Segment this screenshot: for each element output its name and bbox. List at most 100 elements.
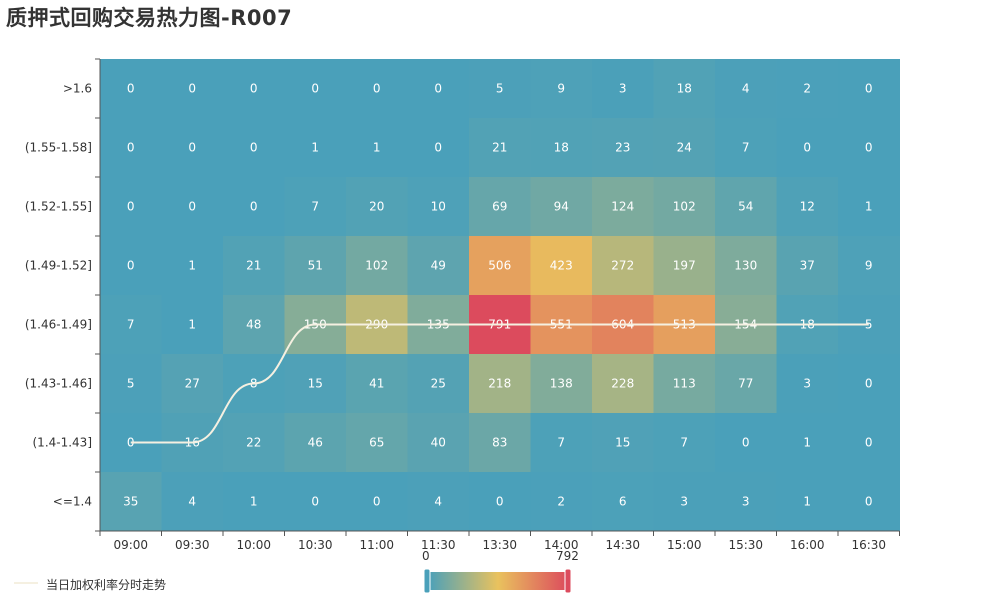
heatmap-cell[interactable] — [838, 354, 900, 414]
heatmap-cell[interactable] — [592, 118, 654, 178]
heatmap-cell[interactable] — [530, 354, 593, 414]
heatmap-cell[interactable] — [530, 59, 593, 119]
y-tick-label: >1.6 — [63, 82, 92, 96]
heatmap-cell[interactable] — [776, 118, 839, 178]
heatmap-cell[interactable] — [530, 118, 593, 178]
heatmap-cell[interactable] — [715, 177, 777, 237]
heatmap-cell[interactable] — [223, 295, 285, 355]
heatmap-cell[interactable] — [407, 472, 470, 532]
heatmap-cell[interactable] — [161, 118, 224, 178]
heatmap-cell[interactable] — [776, 472, 839, 532]
heatmap-cell[interactable] — [284, 118, 347, 178]
heatmap-cell[interactable] — [592, 472, 654, 532]
cell-value-label: 0 — [373, 495, 381, 509]
heatmap-cell[interactable] — [407, 177, 470, 237]
heatmap-cell[interactable] — [469, 177, 531, 237]
heatmap-cell[interactable] — [653, 413, 716, 473]
heatmap-cell[interactable] — [592, 413, 654, 473]
heatmap-cell[interactable] — [653, 472, 716, 532]
visual-map[interactable] — [423, 568, 572, 594]
heatmap-cell[interactable] — [592, 354, 654, 414]
heatmap-cell[interactable] — [469, 236, 531, 296]
heatmap-cell[interactable] — [223, 118, 285, 178]
heatmap-cell[interactable] — [776, 177, 839, 237]
heatmap-cell[interactable] — [223, 413, 285, 473]
heatmap-cell[interactable] — [469, 472, 531, 532]
heatmap-cell[interactable] — [161, 472, 224, 532]
heatmap-cell[interactable] — [346, 118, 408, 178]
heatmap-cell[interactable] — [469, 118, 531, 178]
heatmap-cell[interactable] — [161, 236, 224, 296]
cell-value-label: 6 — [619, 495, 627, 509]
heatmap-cell[interactable] — [346, 472, 408, 532]
heatmap-cell[interactable] — [530, 236, 593, 296]
heatmap-cell[interactable] — [346, 354, 408, 414]
heatmap-cell[interactable] — [161, 295, 224, 355]
heatmap-cell[interactable] — [161, 177, 224, 237]
heatmap-cell[interactable] — [284, 472, 347, 532]
heatmap-cell[interactable] — [838, 177, 900, 237]
heatmap-cell[interactable] — [284, 236, 347, 296]
heatmap-cell[interactable] — [223, 472, 285, 532]
heatmap-cell[interactable] — [715, 354, 777, 414]
heatmap-cell[interactable] — [223, 236, 285, 296]
cell-value-label: 23 — [615, 141, 630, 155]
heatmap-cell[interactable] — [715, 118, 777, 178]
heatmap-cell[interactable] — [838, 413, 900, 473]
heatmap-cell[interactable] — [653, 177, 716, 237]
heatmap-cell[interactable] — [838, 59, 900, 119]
heatmap-cell[interactable] — [407, 236, 470, 296]
heatmap-cell[interactable] — [100, 236, 162, 296]
heatmap-cell[interactable] — [100, 295, 162, 355]
heatmap-cell[interactable] — [284, 354, 347, 414]
cell-value-label: 0 — [127, 82, 135, 96]
heatmap-cell[interactable] — [100, 354, 162, 414]
heatmap-cell[interactable] — [469, 413, 531, 473]
heatmap-cell[interactable] — [592, 236, 654, 296]
heatmap-cell[interactable] — [346, 177, 408, 237]
heatmap-cell[interactable] — [100, 177, 162, 237]
heatmap-cell[interactable] — [776, 236, 839, 296]
heatmap-cell[interactable] — [284, 413, 347, 473]
heatmap-cell[interactable] — [653, 118, 716, 178]
heatmap-cell[interactable] — [469, 59, 531, 119]
heatmap-cell[interactable] — [838, 118, 900, 178]
heatmap-cell[interactable] — [653, 354, 716, 414]
heatmap-cell[interactable] — [407, 118, 470, 178]
heatmap-cell[interactable] — [407, 59, 470, 119]
heatmap-cell[interactable] — [838, 236, 900, 296]
heatmap-cell[interactable] — [469, 354, 531, 414]
heatmap-cell[interactable] — [100, 472, 162, 532]
heatmap-cell[interactable] — [592, 177, 654, 237]
heatmap-cell[interactable] — [776, 413, 839, 473]
heatmap-cell[interactable] — [223, 177, 285, 237]
heatmap-cell[interactable] — [776, 59, 839, 119]
heatmap-cell[interactable] — [161, 354, 224, 414]
heatmap-cell[interactable] — [284, 59, 347, 119]
heatmap-cell[interactable] — [223, 59, 285, 119]
heatmap-cell[interactable] — [100, 118, 162, 178]
heatmap-cell[interactable] — [715, 59, 777, 119]
heatmap-cell[interactable] — [776, 354, 839, 414]
heatmap-cell[interactable] — [838, 472, 900, 532]
heatmap-cell[interactable] — [530, 472, 593, 532]
y-tick-label: (1.49-1.52] — [25, 259, 92, 273]
cell-value-label: 0 — [742, 436, 750, 450]
heatmap-cell[interactable] — [715, 472, 777, 532]
legend-label[interactable]: 当日加权利率分时走势 — [46, 578, 167, 592]
heatmap-cell[interactable] — [284, 177, 347, 237]
heatmap-cell[interactable] — [592, 59, 654, 119]
heatmap-cell[interactable] — [407, 354, 470, 414]
heatmap-cell[interactable] — [715, 413, 777, 473]
heatmap-cell[interactable] — [161, 59, 224, 119]
heatmap-cell[interactable] — [653, 59, 716, 119]
heatmap-cell[interactable] — [530, 413, 593, 473]
heatmap-cell[interactable] — [346, 59, 408, 119]
heatmap-cell[interactable] — [715, 236, 777, 296]
heatmap-cell[interactable] — [346, 236, 408, 296]
heatmap-cell[interactable] — [407, 413, 470, 473]
heatmap-cell[interactable] — [530, 177, 593, 237]
heatmap-cell[interactable] — [653, 236, 716, 296]
heatmap-cell[interactable] — [100, 59, 162, 119]
heatmap-cell[interactable] — [346, 413, 408, 473]
